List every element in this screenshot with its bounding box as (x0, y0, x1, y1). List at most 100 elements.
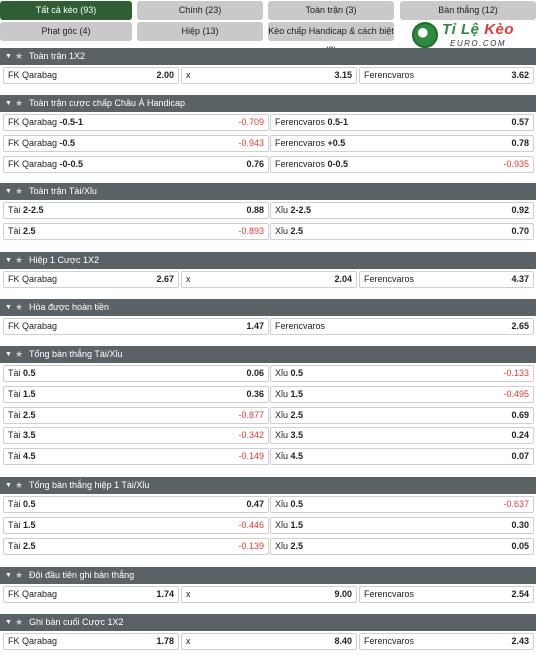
odds-label: Ferencvaros (364, 274, 415, 284)
section-header[interactable]: ▼ ★ Tổng bàn thắng Tài/Xỉu (0, 346, 536, 363)
odds-cell[interactable]: Tài 2.5 -0.139 (3, 538, 269, 555)
section-header[interactable]: ▼ ★ Toàn trận cược chấp Châu Á Handicap (0, 95, 536, 112)
odds-cell[interactable]: Xỉu 1.5 0.30 (270, 517, 534, 534)
odds-cell[interactable]: Tài 3.5 -0.342 (3, 427, 269, 444)
section-header[interactable]: ▼ ★ Toàn trận Tài/Xỉu (0, 183, 536, 200)
section-title: Toàn trận 1X2 (29, 51, 86, 61)
star-icon[interactable]: ★ (15, 480, 24, 490)
section-header[interactable]: ▼ ★ Toàn trận 1X2 (0, 48, 536, 65)
odds-cell[interactable]: Xỉu 1.5 -0.495 (270, 386, 534, 403)
odds-cell[interactable]: Ferencvaros 0.5-1 0.57 (270, 114, 534, 131)
odds-cell[interactable]: Ferencvaros 4.37 (359, 271, 534, 288)
odds-label: FK Qarabag -0.5 (8, 138, 76, 148)
caret-down-icon[interactable]: ▼ (5, 482, 12, 489)
star-icon[interactable]: ★ (15, 570, 24, 580)
tab-2[interactable]: Toàn trận (3) (268, 1, 394, 20)
odds-value: 2.67 (156, 274, 174, 284)
odds-cell[interactable]: x 3.15 (181, 67, 357, 84)
odds-cell[interactable]: x 9.00 (181, 586, 357, 603)
odds-value: 0.78 (511, 138, 529, 148)
odds-cell[interactable]: Tài 0.5 0.47 (3, 496, 269, 513)
odds-cell[interactable]: Tài 0.5 0.06 (3, 365, 269, 382)
odds-cell[interactable]: FK Qarabag -0.5 -0.943 (3, 135, 269, 152)
odds-cell[interactable]: FK Qarabag 1.47 (3, 318, 269, 335)
handicap-value: 0.5 (23, 499, 36, 509)
odds-label: Xỉu 2.5 (275, 410, 304, 420)
odds-cell[interactable]: Tài 4.5 -0.149 (3, 448, 269, 465)
site-logo: Tỉ Lệ Kèo EURO.COM (404, 20, 536, 50)
caret-down-icon[interactable]: ▼ (5, 257, 12, 264)
tab-4[interactable]: Phạt góc (4) (0, 22, 132, 41)
odds-cell[interactable]: FK Qarabag -0.5-1 -0.709 (3, 114, 269, 131)
odds-value: -0.877 (238, 410, 264, 420)
handicap-value: +0.5 (327, 138, 346, 148)
odds-cell[interactable]: FK Qarabag -0-0.5 0.76 (3, 156, 269, 173)
star-icon[interactable]: ★ (15, 255, 24, 265)
odds-cell[interactable]: FK Qarabag 2.00 (3, 67, 179, 84)
odds-cell[interactable]: FK Qarabag 2.67 (3, 271, 179, 288)
star-icon[interactable]: ★ (15, 349, 24, 359)
odds-cell[interactable]: Xỉu 2.5 0.70 (270, 223, 534, 240)
odds-cell[interactable]: Xỉu 2-2.5 0.92 (270, 202, 534, 219)
odds-cell[interactable]: Xỉu 3.5 0.24 (270, 427, 534, 444)
star-icon[interactable]: ★ (15, 51, 24, 61)
odds-cell[interactable]: x 8.40 (181, 633, 357, 650)
odds-cell[interactable]: Ferencvaros 3.62 (359, 67, 534, 84)
odds-cell[interactable]: Xỉu 2.5 0.69 (270, 407, 534, 424)
caret-down-icon[interactable]: ▼ (5, 619, 12, 626)
star-icon[interactable]: ★ (15, 302, 24, 312)
odds-label: Tài 0.5 (8, 368, 36, 378)
odds-cell[interactable]: Tài 1.5 -0.446 (3, 517, 269, 534)
star-icon[interactable]: ★ (15, 617, 24, 627)
odds-cell[interactable]: Xỉu 2.5 0.05 (270, 538, 534, 555)
caret-down-icon[interactable]: ▼ (5, 304, 12, 311)
star-icon[interactable]: ★ (15, 98, 24, 108)
section-header[interactable]: ▼ ★ Hiệp 1 Cược 1X2 (0, 252, 536, 269)
tab-5[interactable]: Hiệp (13) (137, 22, 263, 41)
tab-6[interactable]: Kèo chấp Handicap & cách biệt (3) (268, 22, 394, 55)
odds-label: Ferencvaros (364, 589, 415, 599)
odds-cell[interactable]: Ferencvaros 2.65 (270, 318, 534, 335)
odds-label: FK Qarabag (8, 321, 58, 331)
odds-value: 0.24 (511, 430, 529, 440)
odds-label: x (186, 70, 191, 80)
odds-cell[interactable]: Ferencvaros 0-0.5 -0.935 (270, 156, 534, 173)
odds-cell[interactable]: Xỉu 4.5 0.07 (270, 448, 534, 465)
odds-cell[interactable]: Ferencvaros 2.43 (359, 633, 534, 650)
handicap-value: 2.5 (290, 541, 304, 551)
odds-label: FK Qarabag (8, 70, 58, 80)
odds-label: FK Qarabag (8, 589, 58, 599)
odds-cell[interactable]: FK Qarabag 1.74 (3, 586, 179, 603)
odds-cell[interactable]: Xỉu 0.5 -0.133 (270, 365, 534, 382)
odds-cell[interactable]: Tài 2.5 -0.893 (3, 223, 269, 240)
odds-cell[interactable]: Tài 2.5 -0.877 (3, 407, 269, 424)
odds-cell[interactable]: x 2.04 (181, 271, 357, 288)
caret-down-icon[interactable]: ▼ (5, 100, 12, 107)
odds-value: -0.893 (238, 226, 264, 236)
odds-cell[interactable]: Tài 2-2.5 0.88 (3, 202, 269, 219)
caret-down-icon[interactable]: ▼ (5, 53, 12, 60)
caret-down-icon[interactable]: ▼ (5, 188, 12, 195)
section-header[interactable]: ▼ ★ Hòa được hoàn tiền (0, 299, 536, 316)
tab-3[interactable]: Bàn thắng (12) (400, 1, 536, 20)
odds-value: -0.935 (503, 159, 529, 169)
caret-down-icon[interactable]: ▼ (5, 351, 12, 358)
section-header[interactable]: ▼ ★ Đội đầu tiên ghi bàn thắng (0, 567, 536, 584)
odds-value: 2.54 (511, 589, 529, 599)
odds-cell[interactable]: FK Qarabag 1.78 (3, 633, 179, 650)
odds-label: Tài 1.5 (8, 520, 36, 530)
odds-cell[interactable]: Tài 1.5 0.36 (3, 386, 269, 403)
star-icon[interactable]: ★ (15, 186, 24, 196)
odds-label: Xỉu 1.5 (275, 389, 304, 399)
odds-cell[interactable]: Ferencvaros 2.54 (359, 586, 534, 603)
section-title: Toàn trận cược chấp Châu Á Handicap (29, 98, 186, 108)
tab-0[interactable]: Tất cả kèo (93) (0, 1, 132, 20)
odds-cell[interactable]: Ferencvaros +0.5 0.78 (270, 135, 534, 152)
caret-down-icon[interactable]: ▼ (5, 572, 12, 579)
handicap-value: 0-0.5 (327, 159, 349, 169)
tab-1[interactable]: Chính (23) (137, 1, 263, 20)
section-header[interactable]: ▼ ★ Tổng bàn thắng hiệp 1 Tài/Xỉu (0, 477, 536, 494)
odds-cell[interactable]: Xỉu 0.5 -0.637 (270, 496, 534, 513)
section-header[interactable]: ▼ ★ Ghi bàn cuối Cược 1X2 (0, 614, 536, 631)
odds-label: Ferencvaros 0-0.5 (275, 159, 349, 169)
